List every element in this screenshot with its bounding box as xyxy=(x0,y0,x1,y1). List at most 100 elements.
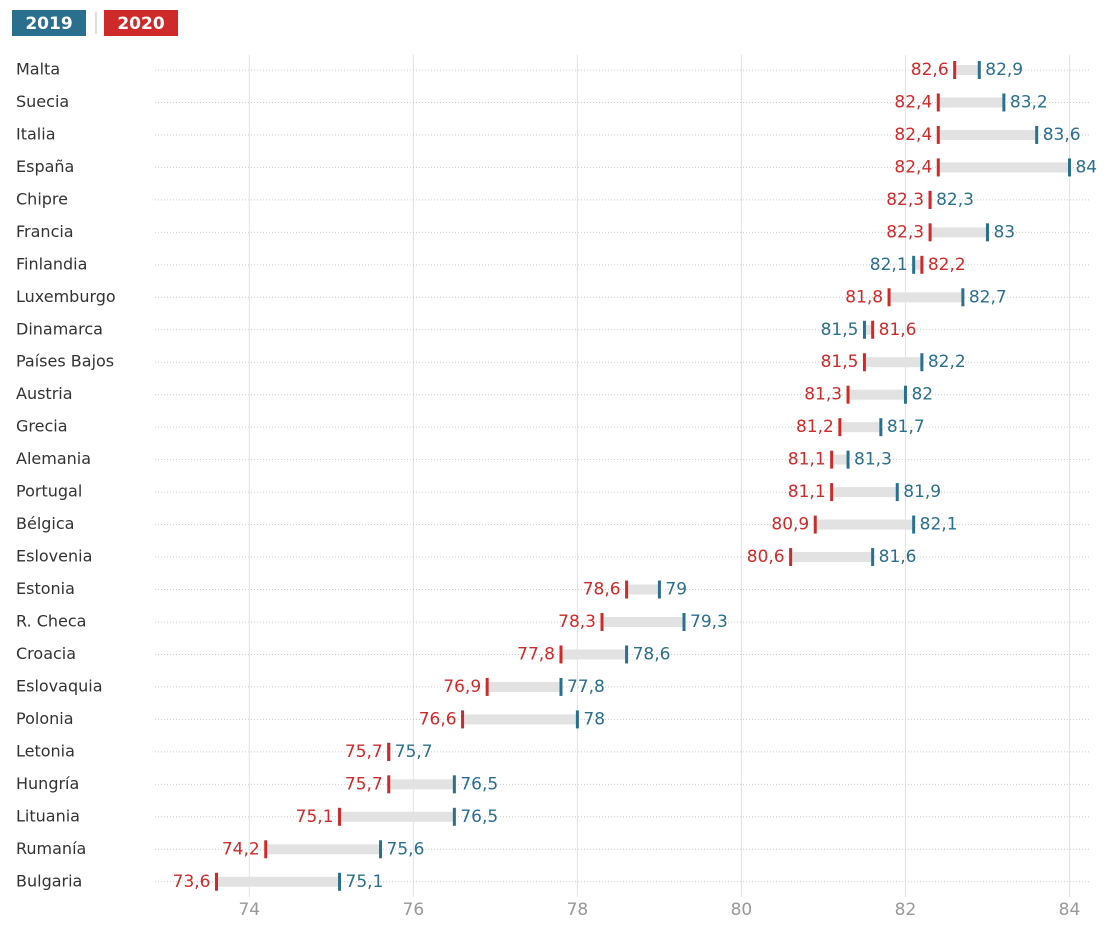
marker xyxy=(887,288,891,307)
value-label: 78 xyxy=(583,709,605,729)
category-label: Polonia xyxy=(16,709,74,728)
category-label: Lituania xyxy=(16,806,80,825)
marker xyxy=(846,450,850,469)
marker xyxy=(928,223,932,242)
marker xyxy=(862,320,866,339)
category-label: Finlandia xyxy=(16,254,87,273)
category-label: Hungría xyxy=(16,774,79,793)
value-label: 82,4 xyxy=(894,125,932,145)
legend-label: 2019 xyxy=(25,14,72,34)
range-bar xyxy=(839,422,881,433)
marker xyxy=(338,872,342,891)
x-tick-label: 78 xyxy=(567,900,589,920)
legend-label: 2020 xyxy=(117,14,164,34)
marker xyxy=(912,515,916,534)
category-label: Estonia xyxy=(16,579,75,598)
marker xyxy=(903,385,907,404)
marker xyxy=(895,483,899,502)
value-label: 82,7 xyxy=(969,287,1007,307)
value-label: 78,6 xyxy=(633,644,671,664)
category-label: Portugal xyxy=(16,482,82,501)
category-label: Suecia xyxy=(16,92,69,111)
marker xyxy=(387,742,391,761)
value-label: 81,5 xyxy=(821,320,859,340)
legend-swatch xyxy=(104,10,178,36)
marker xyxy=(862,353,866,372)
category-label: Eslovaquia xyxy=(16,676,103,695)
category-label: España xyxy=(16,157,74,176)
range-bar xyxy=(626,584,660,595)
marker xyxy=(871,548,875,567)
category-label: Italia xyxy=(16,124,56,143)
marker xyxy=(936,93,940,112)
value-label: 81,5 xyxy=(821,352,859,372)
value-label: 82,2 xyxy=(928,352,966,372)
marker xyxy=(1067,158,1071,177)
range-bar xyxy=(864,357,922,368)
value-label: 81,6 xyxy=(879,320,917,340)
marker xyxy=(830,483,834,502)
value-label: 80,9 xyxy=(771,515,809,535)
category-label: Rumanía xyxy=(16,839,86,858)
x-tick-label: 80 xyxy=(731,900,753,920)
value-label: 79 xyxy=(665,580,687,600)
range-bar xyxy=(864,324,873,335)
value-label: 82,3 xyxy=(886,222,924,242)
value-label: 76,5 xyxy=(460,774,498,794)
marker xyxy=(559,677,563,696)
x-tick-label: 82 xyxy=(895,900,917,920)
marker xyxy=(936,125,940,144)
marker xyxy=(338,807,342,826)
value-label: 75,1 xyxy=(296,807,334,827)
category-label: R. Checa xyxy=(16,611,86,630)
marker xyxy=(625,580,629,599)
marker xyxy=(682,612,686,631)
value-label: 82,1 xyxy=(920,515,958,535)
marker xyxy=(953,61,957,79)
value-label: 75,7 xyxy=(395,742,433,762)
marker xyxy=(575,710,579,729)
category-label: Letonia xyxy=(16,741,75,760)
value-label: 79,3 xyxy=(690,612,728,632)
marker xyxy=(936,158,940,177)
value-label: 76,9 xyxy=(443,677,481,697)
x-tick-label: 74 xyxy=(238,900,260,920)
value-label: 81,8 xyxy=(845,287,883,307)
category-label: Luxemburgo xyxy=(16,287,116,306)
range-bar xyxy=(913,259,922,270)
range-bar xyxy=(938,129,1037,140)
range-bar xyxy=(601,616,685,627)
category-label: Dinamarca xyxy=(16,319,103,338)
value-label: 77,8 xyxy=(567,677,605,697)
range-bar xyxy=(216,876,340,887)
marker xyxy=(1002,93,1006,112)
category-label: Alemania xyxy=(16,449,91,468)
value-label: 74,2 xyxy=(222,839,260,859)
range-bar xyxy=(889,292,963,303)
marker xyxy=(1035,125,1039,144)
value-label: 76,5 xyxy=(460,807,498,827)
category-label: Eslovenia xyxy=(16,547,92,566)
marker xyxy=(379,840,383,859)
value-label: 82,3 xyxy=(886,190,924,210)
marker xyxy=(928,190,932,209)
value-label: 81,3 xyxy=(804,385,842,405)
marker xyxy=(485,677,489,696)
marker xyxy=(871,320,875,339)
value-label: 75,7 xyxy=(345,742,383,762)
value-label: 75,6 xyxy=(387,839,425,859)
category-label: Países Bajos xyxy=(16,352,114,371)
value-label: 84 xyxy=(1075,157,1097,177)
value-label: 81,1 xyxy=(788,450,826,470)
value-label: 83,2 xyxy=(1010,92,1048,112)
range-bar xyxy=(790,552,873,563)
value-label: 81,9 xyxy=(903,482,941,502)
value-label: 76,6 xyxy=(419,709,457,729)
range-bar xyxy=(265,844,381,855)
value-label: 83,6 xyxy=(1043,125,1081,145)
marker xyxy=(625,645,629,664)
range-bar xyxy=(831,454,849,465)
range-bar xyxy=(560,649,627,660)
category-label: Grecia xyxy=(16,417,68,436)
value-label: 81,3 xyxy=(854,450,892,470)
